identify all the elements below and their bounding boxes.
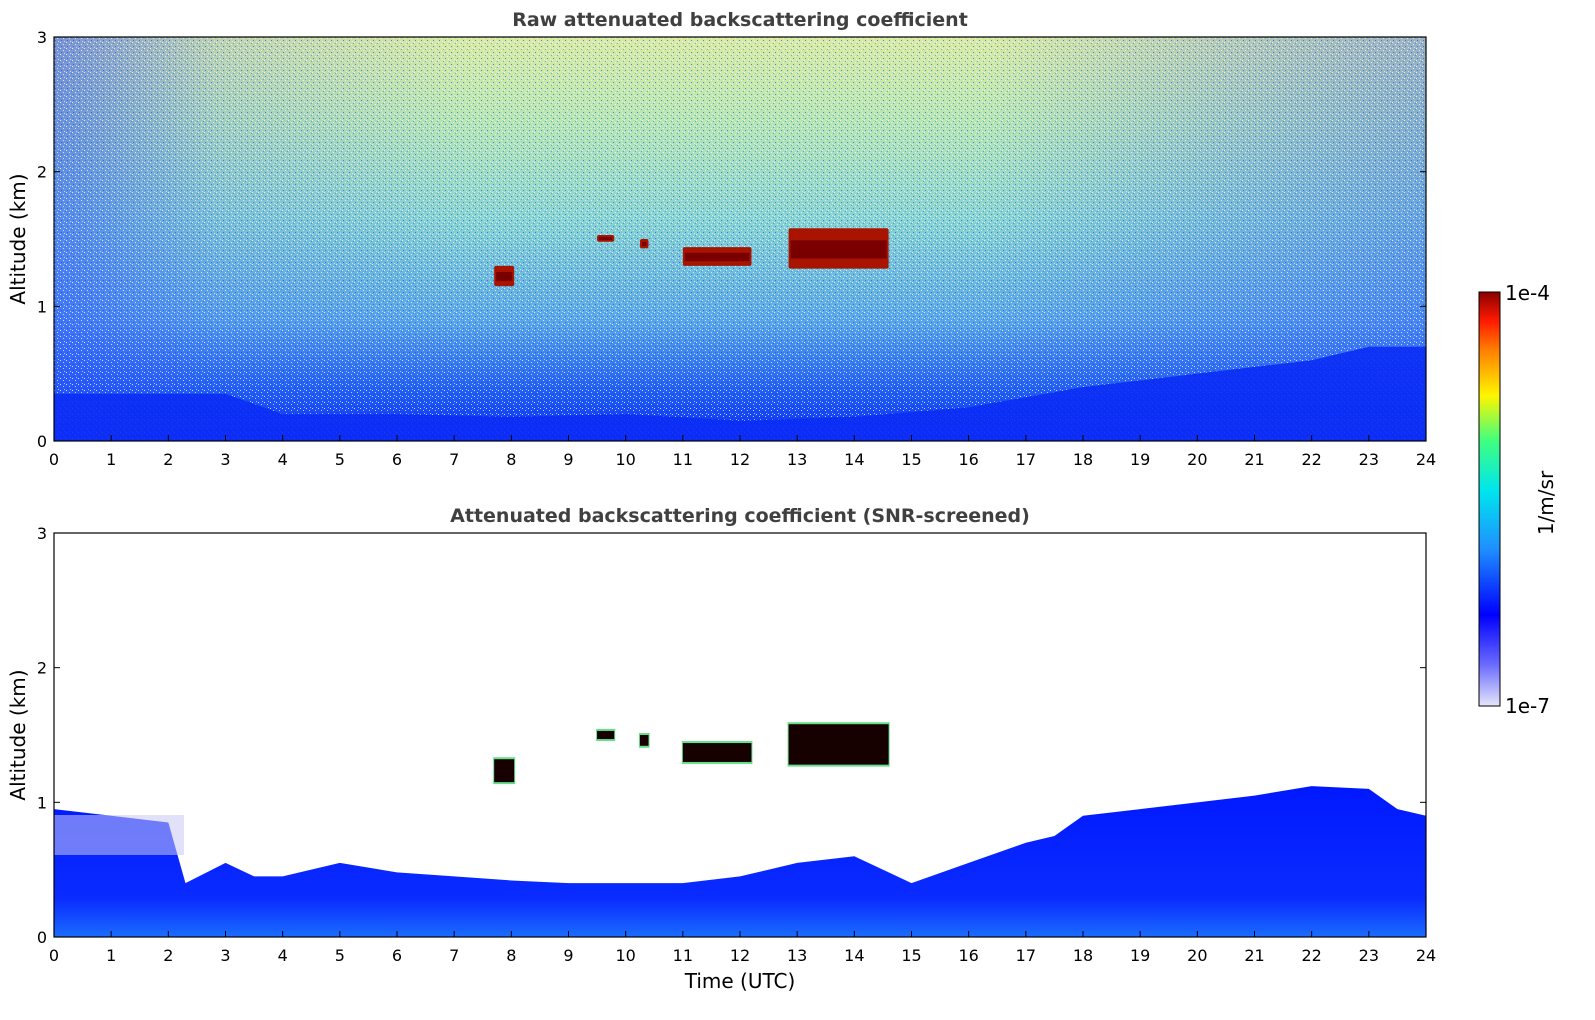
x-tick-label: 16 [958, 946, 978, 965]
x-tick-label: 22 [1301, 450, 1321, 469]
x-tick-label: 12 [730, 450, 750, 469]
colorbar-min-label: 1e-7 [1505, 694, 1550, 718]
x-tick-label: 5 [335, 946, 345, 965]
colorbar: 1e-4 1e-7 1/m/sr [1478, 281, 1558, 718]
x-tick-label: 18 [1073, 450, 1093, 469]
x-tick-label: 17 [1016, 450, 1036, 469]
x-tick-label: 24 [1416, 450, 1436, 469]
raw-panel-title: Raw attenuated backscattering coefficien… [512, 9, 968, 31]
snr-y-axis-label: Altitude (km) [6, 669, 30, 800]
x-tick-label: 17 [1016, 946, 1036, 965]
cloud-patch [494, 759, 515, 783]
y-tick-label: 3 [37, 28, 47, 47]
x-tick-label: 2 [163, 450, 173, 469]
x-tick-label: 11 [673, 450, 693, 469]
y-tick-label: 2 [37, 659, 47, 678]
x-tick-label: 0 [49, 450, 59, 469]
x-tick-label: 6 [392, 946, 402, 965]
snr-y-axis: 0 1 2 3 [37, 524, 1426, 947]
x-tick-label: 13 [787, 946, 807, 965]
cloud-core [599, 236, 613, 241]
x-tick-label: 5 [335, 450, 345, 469]
x-tick-label: 20 [1187, 450, 1207, 469]
x-tick-label: 22 [1301, 946, 1321, 965]
residual-layer-haze [54, 815, 184, 855]
x-tick-label: 18 [1073, 946, 1093, 965]
x-tick-label: 23 [1359, 450, 1379, 469]
x-tick-label: 19 [1130, 450, 1150, 469]
x-tick-label: 2 [163, 946, 173, 965]
x-tick-label: 1 [106, 946, 116, 965]
x-tick-label: 21 [1244, 450, 1264, 469]
x-tick-label: 20 [1187, 946, 1207, 965]
cloud-patch [682, 743, 752, 762]
x-tick-label: 3 [220, 450, 230, 469]
y-tick-label: 1 [37, 297, 47, 316]
y-tick-label: 2 [37, 163, 47, 182]
raw-backscatter-panel: Raw attenuated backscattering coefficien… [6, 9, 1436, 469]
raw-noise-floor-area [54, 346, 1426, 441]
cloud-core [496, 271, 513, 282]
x-tick-label: 3 [220, 946, 230, 965]
raw-y-axis-label: Altitude (km) [6, 173, 30, 304]
x-tick-label: 15 [901, 946, 921, 965]
x-tick-label: 7 [449, 946, 459, 965]
x-axis-label: Time (UTC) [684, 969, 796, 993]
cloud-patch [639, 735, 649, 746]
raw-x-axis: 0 1 2 3 4 5 6 7 8 9 10 11 12 13 14 15 16 17 18 19 20 21 22 23 24 [49, 435, 1436, 469]
x-tick-label: 19 [1130, 946, 1150, 965]
colorbar-unit-label: 1/m/sr [1534, 470, 1558, 535]
cloud-core [790, 240, 887, 259]
colorbar-max-label: 1e-4 [1505, 281, 1550, 305]
x-tick-label: 8 [506, 946, 516, 965]
x-tick-label: 9 [563, 946, 573, 965]
snr-x-axis: 0 1 2 3 4 5 6 7 8 9 10 11 12 13 14 15 16 17 18 19 20 21 22 23 24 [49, 931, 1436, 965]
x-tick-label: 9 [563, 450, 573, 469]
x-tick-label: 14 [844, 946, 864, 965]
x-tick-label: 16 [958, 450, 978, 469]
cloud-core [641, 241, 647, 247]
x-tick-label: 10 [615, 450, 635, 469]
snr-screened-panel: Attenuated backscattering coefficient (S… [6, 505, 1436, 993]
x-tick-label: 4 [278, 450, 288, 469]
x-tick-label: 8 [506, 450, 516, 469]
x-tick-label: 4 [278, 946, 288, 965]
x-tick-label: 11 [673, 946, 693, 965]
y-tick-label: 0 [37, 432, 47, 451]
colorbar-gradient [1478, 291, 1501, 707]
boundary-layer-area [54, 786, 1426, 937]
y-tick-label: 1 [37, 793, 47, 812]
x-tick-label: 15 [901, 450, 921, 469]
y-tick-label: 3 [37, 524, 47, 543]
x-tick-label: 24 [1416, 946, 1436, 965]
y-tick-label: 0 [37, 928, 47, 947]
snr-panel-title: Attenuated backscattering coefficient (S… [450, 505, 1030, 527]
x-tick-label: 13 [787, 450, 807, 469]
x-tick-label: 10 [615, 946, 635, 965]
cloud-patch [597, 730, 615, 740]
x-tick-label: 0 [49, 946, 59, 965]
cloud-patch [788, 724, 889, 765]
x-tick-label: 21 [1244, 946, 1264, 965]
x-tick-label: 14 [844, 450, 864, 469]
x-tick-label: 23 [1359, 946, 1379, 965]
raw-cloud-layer [494, 228, 889, 287]
raw-y-axis: 0 1 2 3 [37, 28, 1426, 451]
x-tick-label: 6 [392, 450, 402, 469]
x-tick-label: 12 [730, 946, 750, 965]
x-tick-label: 7 [449, 450, 459, 469]
x-tick-label: 1 [106, 450, 116, 469]
snr-cloud-layer [493, 722, 890, 785]
cloud-core [684, 252, 750, 262]
